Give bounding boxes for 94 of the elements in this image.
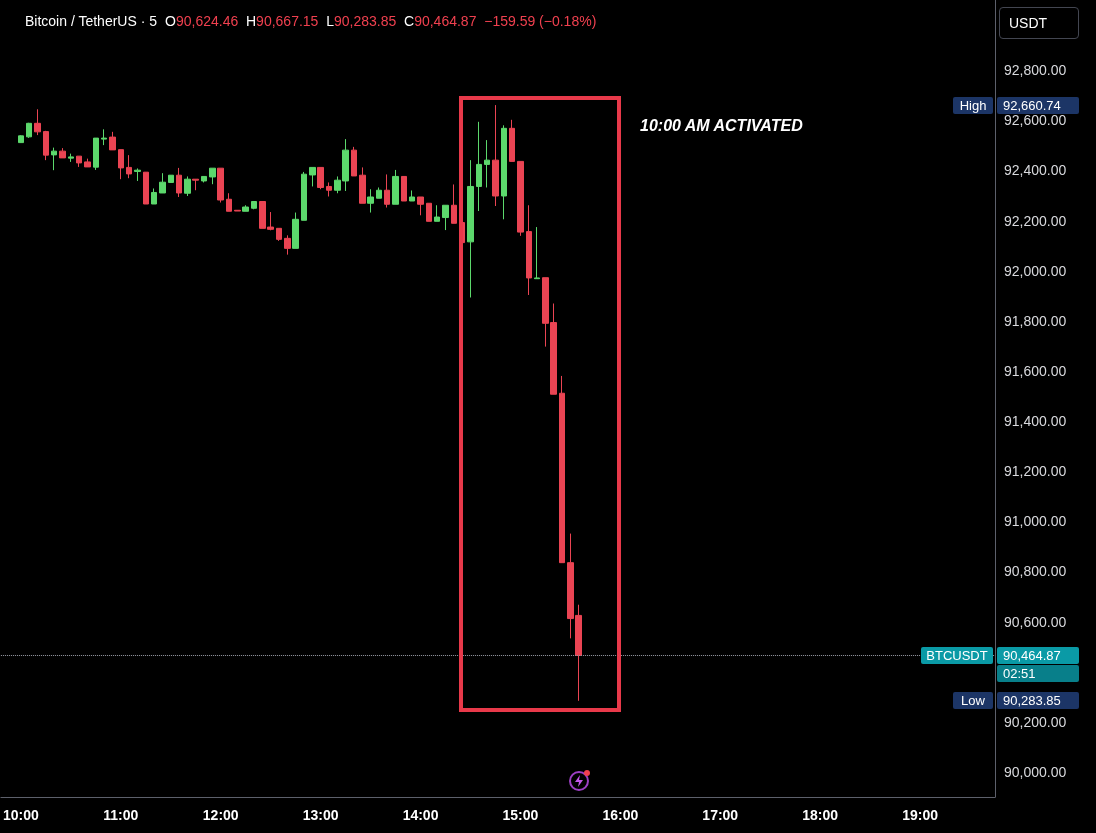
text: 90,464.87 — [997, 646, 1079, 664]
candlestick — [134, 167, 141, 182]
x-tick-label: 19:00 — [902, 807, 939, 823]
x-tick-label: 17:00 — [702, 807, 739, 823]
candlestick — [451, 183, 457, 224]
candlestick — [276, 227, 282, 242]
candlestick — [351, 146, 357, 177]
text: 02:51 — [997, 664, 1079, 682]
candlestick — [143, 171, 149, 205]
candlestick — [226, 192, 232, 212]
x-tick-label: 13:00 — [302, 807, 339, 823]
candlestick — [251, 201, 257, 210]
candlestick — [43, 130, 49, 161]
candlestick — [484, 139, 490, 188]
candlestick — [426, 202, 432, 222]
candlestick — [84, 158, 91, 168]
x-tick-label: 10:00 — [3, 807, 40, 823]
candlestick — [392, 169, 399, 205]
candlestick — [359, 166, 366, 204]
candlestick — [93, 137, 99, 171]
candlestick — [126, 154, 132, 179]
candlestick — [184, 175, 191, 197]
x-tick-label: 18:00 — [802, 807, 839, 823]
candlestick — [76, 155, 82, 168]
candlestick — [68, 153, 74, 163]
y-tick-label: 92,800.00 — [1004, 62, 1067, 79]
x-tick-label: 12:00 — [202, 807, 239, 823]
candlestick — [309, 166, 316, 187]
candlestick — [417, 196, 424, 216]
candlestick — [118, 149, 124, 180]
candlestick — [217, 167, 224, 204]
candlestick — [26, 122, 32, 139]
y-tick-label: 90,600.00 — [1004, 613, 1067, 630]
candlestick — [109, 131, 116, 151]
y-axis-title: USDT — [999, 7, 1079, 39]
candlestick — [517, 160, 524, 237]
y-tick-label: 91,800.00 — [1004, 312, 1067, 329]
candlestick — [301, 171, 307, 221]
candlestick — [526, 204, 532, 296]
candlestick — [242, 204, 249, 212]
candlestick — [442, 204, 449, 231]
candlestick — [317, 166, 324, 190]
candlestick — [509, 119, 515, 162]
text: 90,283.85 — [997, 692, 1079, 710]
y-tick-label: 91,600.00 — [1004, 362, 1067, 379]
y-tick-label: 91,200.00 — [1004, 463, 1067, 480]
y-tick-label: 92,400.00 — [1004, 162, 1067, 179]
annotation: BTCUSDT — [921, 646, 993, 664]
candlestick — [492, 104, 499, 207]
x-tick-label: 14:00 — [402, 807, 439, 823]
candlestick — [467, 159, 474, 298]
y-tick-label: 91,400.00 — [1004, 413, 1067, 430]
candlestick — [201, 175, 207, 183]
x-tick-label: 15:00 — [502, 807, 539, 823]
candlestick — [326, 181, 332, 197]
y-tick-label: 92,200.00 — [1004, 212, 1067, 229]
candlestick — [534, 226, 540, 280]
candlestick — [376, 186, 382, 199]
x-tick-label: 16:00 — [602, 807, 639, 823]
candlestick — [292, 212, 299, 249]
y-tick-label: 90,000.00 — [1004, 763, 1067, 780]
candlestick — [168, 174, 174, 183]
candlestick — [409, 189, 415, 202]
candlestick — [476, 121, 482, 212]
candlestick — [284, 234, 291, 256]
candlestick — [151, 187, 157, 205]
y-tick-label: 91,000.00 — [1004, 513, 1067, 530]
candlestick — [101, 128, 107, 146]
text: 92,660.74 — [997, 96, 1079, 114]
candlestick — [367, 188, 374, 214]
candlestick — [59, 147, 66, 159]
y-tick-label: 90,200.00 — [1004, 713, 1067, 730]
text: O90,624.46 H90,667.15 L90,283.85 C90,464.87 −159.59 (−0.18%) — [165, 13, 597, 29]
x-tick-label: 11:00 — [103, 807, 139, 823]
candlestick — [34, 108, 41, 136]
candlestick — [501, 124, 507, 220]
y-tick-label: 90,800.00 — [1004, 563, 1067, 580]
candlestick — [559, 375, 565, 564]
candlestick — [384, 173, 390, 209]
annotation: 10:00 AM ACTIVATED — [640, 117, 803, 135]
y-tick-label: 92,600.00 — [1004, 112, 1067, 129]
text: Bitcoin / TetherUS · 5 — [25, 13, 158, 29]
candlestick — [192, 178, 199, 191]
candlestick — [18, 134, 24, 144]
y-tick-label: 92,000.00 — [1004, 262, 1067, 279]
candlestick — [401, 175, 407, 202]
candlestick — [176, 167, 182, 198]
candlestick — [159, 172, 166, 194]
candlestick — [51, 147, 57, 171]
annotation: Low — [953, 692, 993, 710]
candlestick — [234, 209, 241, 212]
annotation: High — [953, 96, 993, 114]
candlestick — [434, 204, 440, 222]
candlestick — [209, 167, 216, 185]
